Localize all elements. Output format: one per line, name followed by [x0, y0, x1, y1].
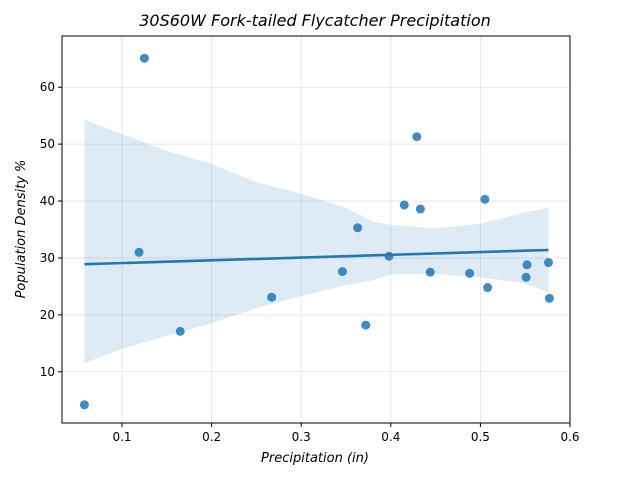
regression-line	[84, 248, 549, 266]
data-point	[139, 53, 149, 63]
data-point	[399, 200, 409, 210]
y-tick-label: 50	[40, 137, 55, 151]
data-point	[361, 320, 371, 330]
data-point	[425, 267, 435, 277]
data-point	[175, 326, 185, 336]
x-tick-label: 0.6	[560, 430, 579, 444]
confidence-band-area	[84, 119, 549, 364]
chart-title: 30S60W Fork-tailed Flycatcher Precipitat…	[139, 11, 491, 30]
data-point	[483, 283, 493, 293]
data-points	[79, 53, 554, 410]
data-point	[353, 223, 363, 233]
data-point	[134, 247, 144, 257]
plot-frame	[61, 35, 571, 424]
data-point	[521, 272, 531, 282]
plot-area	[61, 35, 571, 424]
data-point	[79, 400, 89, 410]
x-axis-label: Precipitation (in)	[261, 451, 369, 466]
y-tick-label: 10	[40, 365, 55, 379]
data-point	[415, 204, 425, 214]
x-axis: 0.1 0.2 0.3 0.4 0.5 0.6	[112, 423, 580, 444]
data-point	[337, 267, 347, 277]
data-point	[465, 268, 475, 278]
x-tick-label: 0.5	[471, 430, 490, 444]
data-point	[267, 292, 277, 302]
x-tick-label: 0.1	[112, 430, 131, 444]
y-tick-label: 20	[40, 308, 55, 322]
data-point	[544, 293, 554, 303]
data-point	[480, 194, 490, 204]
x-tick-label: 0.3	[292, 430, 311, 444]
regression-line-path	[84, 248, 549, 266]
x-tick-label: 0.2	[202, 430, 221, 444]
data-point	[543, 258, 553, 268]
y-axis: 10 20 30 40 50 60	[40, 80, 62, 379]
y-tick-label: 60	[40, 80, 55, 94]
y-tick-label: 40	[40, 194, 55, 208]
confidence-band	[84, 119, 549, 364]
y-tick-label: 30	[40, 251, 55, 265]
data-point	[412, 132, 422, 142]
y-axis-label: Population Density %	[14, 160, 29, 299]
x-tick-label: 0.4	[381, 430, 400, 444]
data-point	[522, 260, 532, 270]
